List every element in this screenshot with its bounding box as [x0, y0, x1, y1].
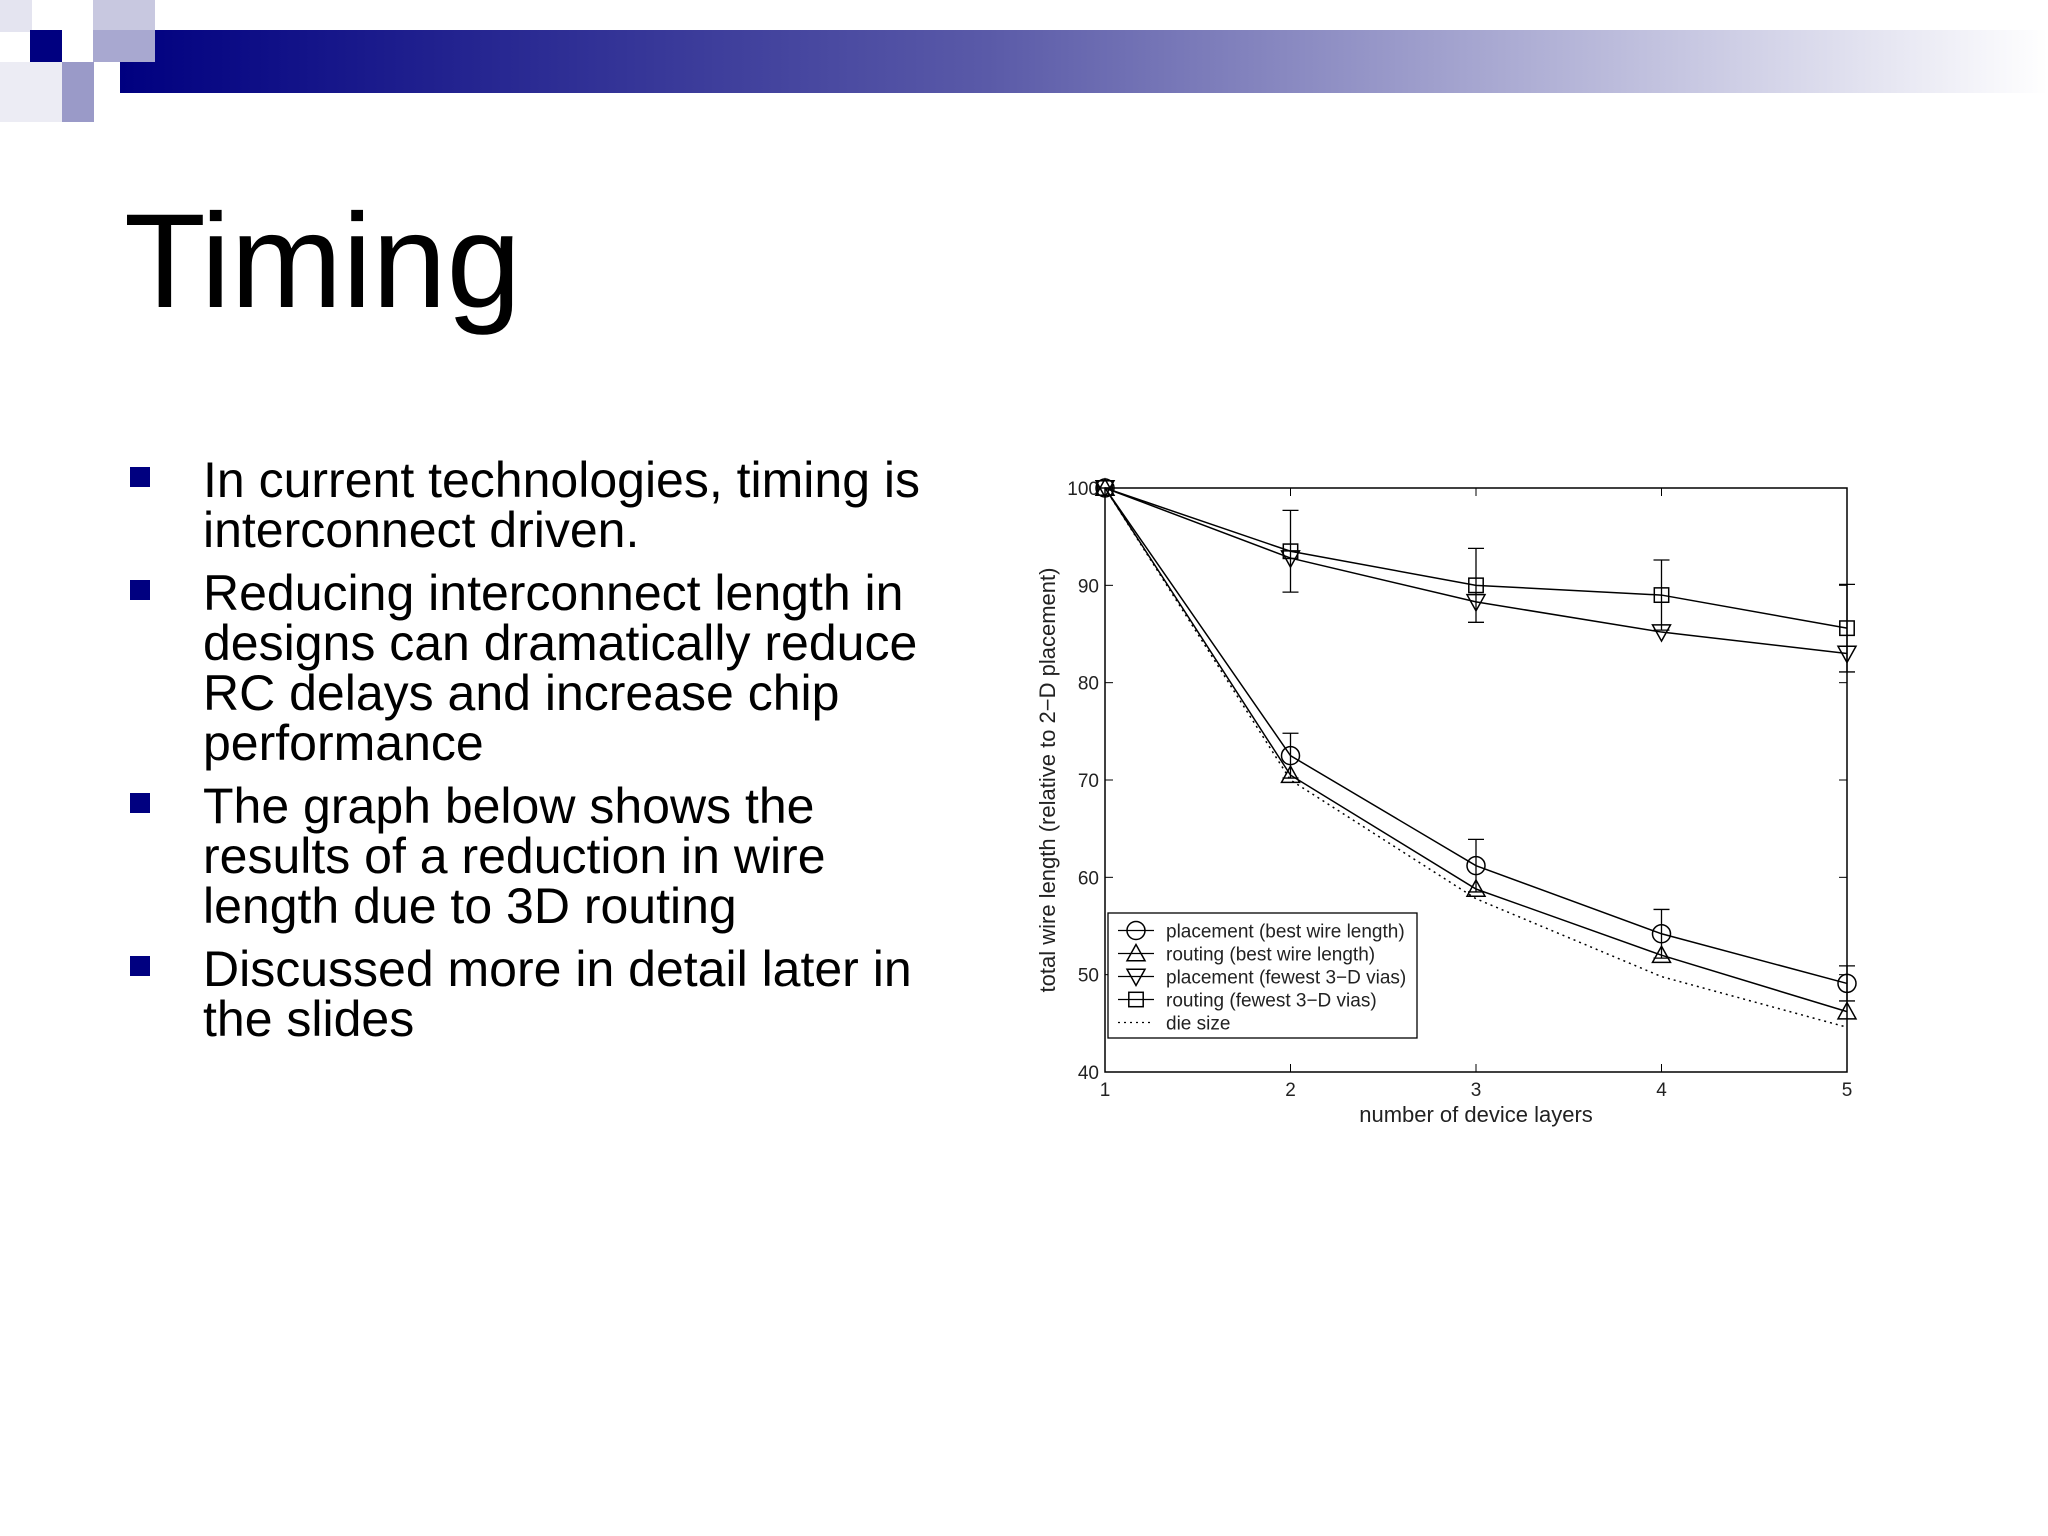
x-tick-label: 3 — [1471, 1080, 1482, 1101]
data-point — [1465, 878, 1487, 897]
error-bar — [1653, 559, 1670, 631]
data-point — [1651, 924, 1672, 944]
bullet: Reducing interconnect length in designs … — [130, 568, 960, 768]
data-point — [1468, 577, 1484, 594]
y-tick-label: 90 — [1078, 576, 1099, 597]
error-bar — [1468, 838, 1484, 893]
data-point — [1836, 1001, 1858, 1020]
bullet: In current technologies, timing is inter… — [130, 455, 960, 555]
y-tick-label: 70 — [1078, 771, 1099, 792]
x-tick-label: 5 — [1842, 1080, 1853, 1101]
error-bar-line — [1653, 559, 1670, 631]
error-bar-line — [1468, 838, 1484, 893]
data-point — [1653, 587, 1670, 604]
error-bar-line — [1282, 509, 1299, 593]
y-tick-label: 50 — [1078, 966, 1099, 987]
data-point — [1280, 764, 1301, 784]
data-point — [1282, 543, 1299, 560]
y-tick-label: 100 — [1067, 479, 1099, 500]
data-point — [1097, 480, 1113, 496]
error-bar-line — [1839, 583, 1855, 673]
error-bar — [1839, 965, 1855, 1002]
data-point — [1839, 620, 1855, 637]
error-bar — [1468, 547, 1484, 623]
error-bar-line — [1468, 547, 1484, 623]
error-bar-line — [1839, 965, 1855, 1002]
error-bar-line — [1282, 732, 1299, 779]
x-tick-label: 2 — [1285, 1080, 1296, 1101]
bullet: Discussed more in detail later in the sl… — [130, 944, 960, 1044]
data-point — [1651, 944, 1672, 964]
legend-marker — [1128, 991, 1144, 1008]
legend-label: placement (best wire length) — [1166, 922, 1405, 943]
error-bar — [1839, 583, 1855, 673]
legend-label: routing (best wire length) — [1166, 945, 1375, 966]
legend-label: routing (fewest 3−D vias) — [1166, 991, 1377, 1012]
series-line — [1104, 487, 1848, 1013]
x-tick-label: 4 — [1656, 1080, 1667, 1101]
y-axis-label: total wire length (relative to 2−D place… — [1035, 568, 1060, 993]
legend-box — [1107, 912, 1418, 1039]
error-bar — [1282, 509, 1299, 593]
data-point — [1466, 855, 1486, 876]
bullet: The graph below shows the results of a r… — [130, 781, 960, 931]
header-decoration — [0, 0, 2048, 122]
error-bar — [1282, 732, 1299, 779]
x-axis-label: number of device layers — [1359, 1102, 1593, 1127]
legend-marker — [1125, 942, 1147, 962]
bullet-list: In current technologies, timing is inter… — [130, 455, 960, 1057]
data-point — [1837, 973, 1857, 994]
error-bar — [1653, 908, 1670, 959]
y-tick-label: 60 — [1078, 868, 1099, 889]
y-tick-label: 40 — [1078, 1063, 1099, 1084]
error-bar-line — [1653, 908, 1670, 959]
legend-label: die size — [1166, 1014, 1230, 1035]
legend-marker — [1125, 968, 1147, 988]
legend-marker — [1126, 920, 1146, 941]
legend-label: placement (fewest 3−D vias) — [1166, 968, 1406, 989]
x-tick-label: 1 — [1100, 1080, 1111, 1101]
y-tick-label: 80 — [1078, 674, 1099, 695]
slide-title: Timing — [124, 187, 522, 336]
